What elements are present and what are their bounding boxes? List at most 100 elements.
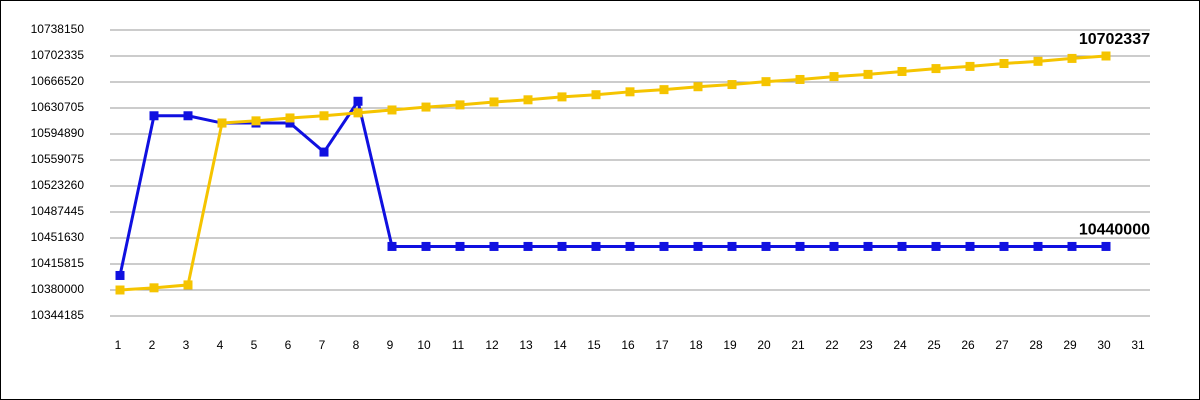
point-marker [591, 241, 601, 251]
x-tick-label: 22 [825, 338, 839, 352]
y-tick-label: 10380000 [31, 282, 85, 296]
x-tick-label: 18 [689, 338, 703, 352]
point-marker [523, 95, 533, 105]
x-tick-label: 15 [587, 338, 601, 352]
point-marker [149, 111, 159, 121]
point-marker [693, 241, 703, 251]
point-marker [897, 66, 907, 76]
point-marker [387, 241, 397, 251]
point-marker [217, 118, 227, 128]
point-marker [455, 241, 465, 251]
x-tick-label: 21 [791, 338, 805, 352]
end-value-label: 10440000 [1079, 222, 1150, 239]
point-marker [659, 241, 669, 251]
point-marker [965, 61, 975, 71]
point-marker [1033, 241, 1043, 251]
y-tick-label: 10666520 [31, 74, 85, 88]
x-tick-label: 8 [353, 338, 360, 352]
x-tick-label: 28 [1029, 338, 1043, 352]
point-marker [319, 111, 329, 121]
point-marker [455, 100, 465, 110]
point-marker [1101, 51, 1111, 61]
point-marker [353, 96, 363, 106]
point-marker [557, 241, 567, 251]
series-line [118, 97, 1106, 276]
point-marker [285, 113, 295, 123]
point-marker [795, 74, 805, 84]
x-tick-label: 10 [417, 338, 431, 352]
point-marker [931, 241, 941, 251]
y-tick-label: 10451630 [31, 230, 85, 244]
point-marker [999, 241, 1009, 251]
y-tick-label: 10630705 [31, 100, 85, 114]
point-marker [251, 116, 261, 126]
point-marker [319, 147, 329, 157]
point-marker [115, 270, 125, 280]
x-tick-label: 24 [893, 338, 907, 352]
x-tick-label: 3 [183, 338, 190, 352]
point-marker [795, 241, 805, 251]
end-value-label: 10702337 [1079, 31, 1150, 48]
point-marker [421, 102, 431, 112]
y-tick-label: 10415815 [31, 256, 85, 270]
point-marker [625, 241, 635, 251]
point-marker [149, 283, 159, 293]
point-marker [421, 241, 431, 251]
point-marker [557, 92, 567, 102]
x-tick-label: 4 [217, 338, 224, 352]
point-marker [761, 77, 771, 87]
point-marker [489, 241, 499, 251]
x-tick-label: 2 [149, 338, 156, 352]
point-marker [931, 64, 941, 74]
x-tick-label: 6 [285, 338, 292, 352]
point-marker [183, 280, 193, 290]
point-marker [829, 241, 839, 251]
point-marker [591, 90, 601, 100]
y-tick-label: 10702335 [31, 48, 85, 62]
x-tick-label: 19 [723, 338, 737, 352]
point-marker [693, 82, 703, 92]
point-marker [489, 97, 499, 107]
x-tick-label: 23 [859, 338, 873, 352]
point-marker [523, 241, 533, 251]
x-tick-label: 12 [485, 338, 499, 352]
x-tick-label: 31 [1131, 338, 1145, 352]
x-tick-label: 30 [1097, 338, 1111, 352]
point-marker [999, 59, 1009, 69]
point-marker [1067, 241, 1077, 251]
point-marker [625, 87, 635, 97]
point-marker [353, 108, 363, 118]
point-marker [1033, 56, 1043, 66]
x-tick-label: 11 [452, 338, 465, 352]
series-line [119, 54, 1107, 292]
point-marker [183, 111, 193, 121]
y-tick-label: 10559075 [31, 152, 85, 166]
point-marker [1067, 53, 1077, 63]
point-marker [965, 241, 975, 251]
x-tick-label: 1 [115, 338, 122, 352]
x-tick-label: 17 [655, 338, 669, 352]
x-tick-label: 9 [387, 338, 394, 352]
y-tick-label: 10594890 [31, 126, 85, 140]
point-marker [1101, 241, 1111, 251]
x-tick-label: 14 [553, 338, 567, 352]
point-marker [761, 241, 771, 251]
point-marker [115, 285, 125, 295]
point-marker [387, 105, 397, 115]
x-tick-label: 13 [519, 338, 533, 352]
point-marker [863, 69, 873, 79]
point-marker [285, 118, 295, 128]
x-tick-label: 27 [995, 338, 1009, 352]
point-marker [897, 241, 907, 251]
y-tick-label: 10487445 [31, 204, 85, 218]
x-tick-label: 7 [319, 338, 326, 352]
x-tick-label: 26 [961, 338, 975, 352]
x-tick-label: 25 [927, 338, 941, 352]
x-tick-label: 16 [621, 338, 635, 352]
point-marker [863, 241, 873, 251]
x-tick-label: 5 [251, 338, 258, 352]
y-tick-label: 10738150 [31, 22, 85, 36]
point-marker [829, 72, 839, 82]
x-tick-label: 29 [1063, 338, 1077, 352]
